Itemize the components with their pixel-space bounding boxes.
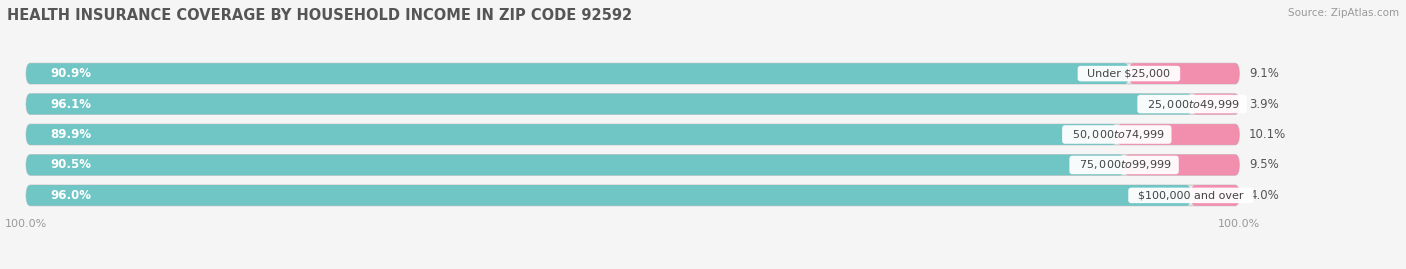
Text: HEALTH INSURANCE COVERAGE BY HOUSEHOLD INCOME IN ZIP CODE 92592: HEALTH INSURANCE COVERAGE BY HOUSEHOLD I… [7, 8, 633, 23]
Text: 96.0%: 96.0% [51, 189, 91, 202]
FancyBboxPatch shape [1192, 94, 1239, 114]
FancyBboxPatch shape [1129, 63, 1239, 84]
FancyBboxPatch shape [1191, 185, 1239, 206]
Text: $100,000 and over: $100,000 and over [1130, 190, 1250, 200]
Text: 96.1%: 96.1% [51, 98, 91, 111]
FancyBboxPatch shape [27, 185, 1191, 206]
Text: 3.9%: 3.9% [1249, 98, 1279, 111]
Text: 9.1%: 9.1% [1249, 67, 1279, 80]
Text: Under $25,000: Under $25,000 [1080, 69, 1177, 79]
Text: 10.1%: 10.1% [1249, 128, 1286, 141]
Text: 90.5%: 90.5% [51, 158, 91, 171]
Text: 90.9%: 90.9% [51, 67, 91, 80]
FancyBboxPatch shape [27, 124, 1116, 145]
Text: $75,000 to $99,999: $75,000 to $99,999 [1073, 158, 1175, 171]
FancyBboxPatch shape [27, 155, 1239, 175]
FancyBboxPatch shape [27, 63, 1129, 84]
Text: $50,000 to $74,999: $50,000 to $74,999 [1064, 128, 1168, 141]
FancyBboxPatch shape [27, 63, 1239, 84]
FancyBboxPatch shape [27, 185, 1239, 206]
FancyBboxPatch shape [27, 94, 1239, 114]
Text: 89.9%: 89.9% [51, 128, 91, 141]
FancyBboxPatch shape [27, 155, 1123, 175]
FancyBboxPatch shape [27, 94, 1192, 114]
Text: $25,000 to $49,999: $25,000 to $49,999 [1140, 98, 1244, 111]
FancyBboxPatch shape [1116, 124, 1239, 145]
Text: Source: ZipAtlas.com: Source: ZipAtlas.com [1288, 8, 1399, 18]
Text: 9.5%: 9.5% [1249, 158, 1279, 171]
FancyBboxPatch shape [1123, 155, 1239, 175]
Text: 4.0%: 4.0% [1249, 189, 1279, 202]
FancyBboxPatch shape [27, 124, 1239, 145]
